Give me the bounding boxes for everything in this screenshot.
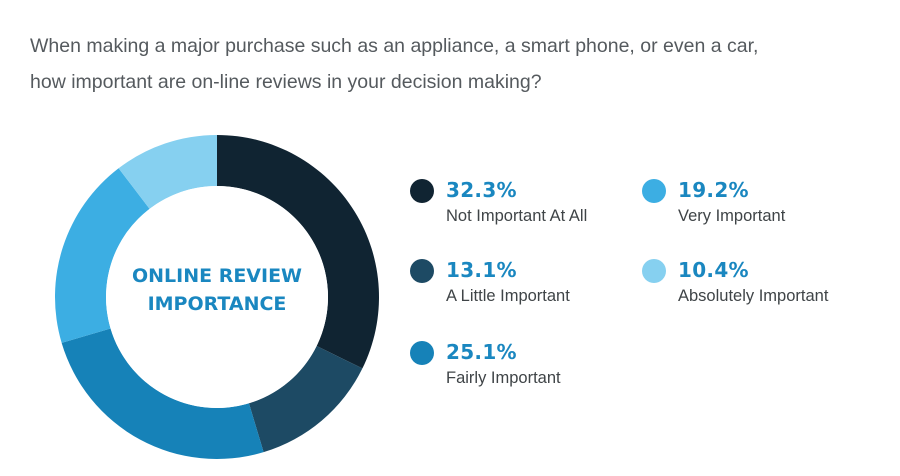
donut-chart: ONLINE REVIEW IMPORTANCE [55,135,379,459]
legend-label: A Little Important [446,287,570,305]
question-text: When making a major purchase such as an … [30,28,880,100]
legend-label: Absolutely Important [678,287,829,305]
legend-swatch [642,259,666,283]
legend-label: Not Important At All [446,207,588,225]
legend-percent: 25.1% [446,340,517,364]
legend-percent: 13.1% [446,258,517,282]
legend-swatch [410,341,434,365]
legend-percent: 19.2% [678,178,749,202]
donut-slice-2 [248,345,363,453]
donut-slice-3 [61,328,264,459]
donut-center [106,186,328,408]
legend-swatch [410,259,434,283]
legend-label: Fairly Important [446,369,561,387]
question-line-1: When making a major purchase such as an … [30,35,759,57]
legend-percent: 10.4% [678,258,749,282]
legend-swatch [642,179,666,203]
center-label-line-1: ONLINE REVIEW [132,265,302,287]
center-label-line-2: IMPORTANCE [148,293,287,315]
donut-slice-5 [118,135,217,209]
legend-label: Very Important [678,207,786,225]
legend-percent: 32.3% [446,178,517,202]
donut-slice-4 [55,168,150,343]
question-line-2: how important are on-line reviews in you… [30,71,542,93]
legend-swatch [410,179,434,203]
donut-slice-1 [217,135,379,369]
